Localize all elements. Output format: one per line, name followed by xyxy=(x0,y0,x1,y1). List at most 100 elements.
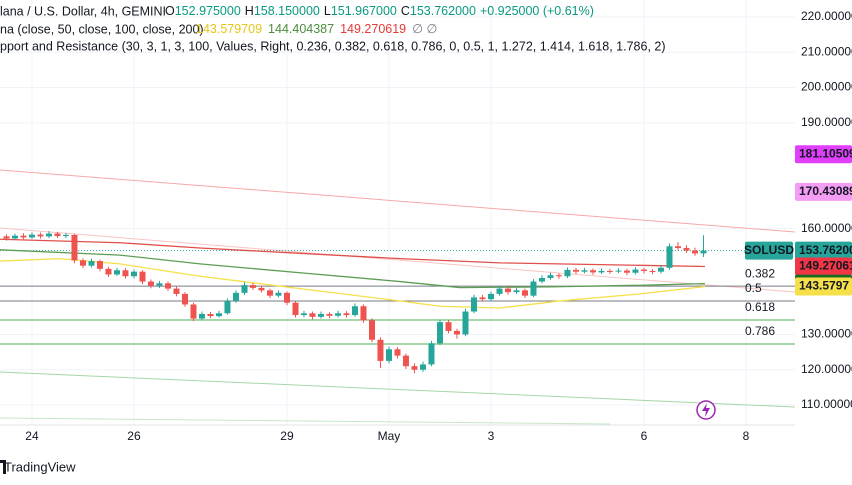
candle-body xyxy=(368,320,375,340)
candle-body xyxy=(113,270,120,275)
candle-body xyxy=(573,269,580,272)
candle-body xyxy=(164,283,171,289)
channel-line xyxy=(0,417,611,425)
candle-body xyxy=(530,281,537,296)
price-tag xyxy=(795,277,852,296)
price-tag-label: 170.43089 xyxy=(799,184,852,198)
y-tick-label: 200.00000 xyxy=(801,80,852,94)
candle-body xyxy=(411,366,418,370)
x-tick-label: 8 xyxy=(743,429,750,443)
ohlc-key: L xyxy=(324,4,331,18)
candle-body xyxy=(564,269,571,277)
candle-body xyxy=(45,233,52,237)
candle-body xyxy=(326,313,333,316)
ohlc-value: 158.150000 xyxy=(254,4,320,18)
change: +0.925000 (+0.61%) xyxy=(480,4,594,18)
candle-body xyxy=(317,313,324,317)
ohlc-key: C xyxy=(401,4,410,18)
symbol: lana / U.S. Dollar, 4h, GEMINI xyxy=(0,4,166,18)
candle-body xyxy=(54,233,61,237)
candle-body xyxy=(130,271,137,277)
candle-body xyxy=(436,322,443,344)
price-tag-label: 181.10509 xyxy=(799,146,852,160)
candle-body xyxy=(37,234,44,237)
price-tag-label: 143.5797 xyxy=(799,279,849,293)
candle-body xyxy=(428,343,435,365)
candle-body xyxy=(666,246,673,268)
candle-body xyxy=(139,271,146,282)
candle-body xyxy=(479,297,486,300)
candle-body xyxy=(445,322,452,331)
channels xyxy=(0,169,795,425)
candle-body xyxy=(420,364,427,370)
candle-body xyxy=(683,248,690,251)
candle-body xyxy=(96,261,103,269)
fib-label: 0.618 xyxy=(745,300,775,314)
candle-body xyxy=(504,288,511,293)
y-tick-label: 120.00000 xyxy=(801,362,852,376)
ma-line xyxy=(0,249,706,289)
candle-body xyxy=(487,293,494,300)
candle-body xyxy=(632,269,639,273)
ohlc-value: 152.975000 xyxy=(175,4,241,18)
ohlc-value: 151.967000 xyxy=(331,4,397,18)
ohlc-key: H xyxy=(245,4,254,18)
grid xyxy=(0,0,795,425)
channel-line xyxy=(0,227,795,293)
candle-body xyxy=(538,278,545,282)
logo xyxy=(0,460,6,474)
y-tick-label: 130.00000 xyxy=(801,327,852,341)
price-tag xyxy=(795,182,852,201)
candle-body xyxy=(462,311,469,335)
candle-body xyxy=(249,285,256,288)
fib-label: 0.786 xyxy=(745,324,775,338)
candle-body xyxy=(343,313,350,316)
candle-body xyxy=(207,313,214,317)
candle-body xyxy=(598,270,605,273)
price-tag-label: 153.76200 xyxy=(799,243,852,257)
candle-body xyxy=(385,349,392,361)
candle-body xyxy=(649,270,656,272)
ma-value: 143.579709 xyxy=(196,22,262,36)
x-tick-label: 6 xyxy=(641,429,648,443)
candle-body xyxy=(351,306,358,316)
y-tick-label: 110.00000 xyxy=(801,397,852,411)
candle-body xyxy=(522,290,529,296)
candle-body xyxy=(198,313,205,319)
ma-extra: ∅ ∅ xyxy=(412,22,437,36)
y-tick-label: 190.00000 xyxy=(801,115,852,129)
ma-values: 143.579709 144.404387 149.270619 ∅ ∅ xyxy=(196,22,438,36)
candle-body xyxy=(71,234,78,261)
candle-body xyxy=(215,313,222,317)
candle-body xyxy=(190,304,197,319)
price-axis-bg xyxy=(795,0,852,445)
candle-body xyxy=(309,313,316,317)
candle-body xyxy=(624,270,631,273)
candle-body xyxy=(241,285,248,293)
candle-body xyxy=(589,270,596,273)
ma-value: 144.404387 xyxy=(268,22,334,36)
candle-body xyxy=(224,300,231,314)
price-tag xyxy=(795,145,852,164)
candle-body xyxy=(11,235,18,239)
candle-body xyxy=(581,270,588,272)
candles xyxy=(3,231,707,374)
candle-body xyxy=(513,290,520,293)
y-tick-label: 220.00000 xyxy=(801,9,852,23)
price-tag xyxy=(795,257,852,276)
candle-body xyxy=(79,260,86,266)
candle-body xyxy=(28,234,35,238)
brand: TradingView xyxy=(4,459,76,474)
y-tick-label: 160.00000 xyxy=(801,221,852,235)
candle-body xyxy=(300,313,307,316)
candle-body xyxy=(3,236,10,239)
x-tick-label: May xyxy=(378,429,401,443)
candle-body xyxy=(360,306,367,321)
candle-body xyxy=(606,270,613,272)
header: lana / U.S. Dollar, 4h, GEMINI O152.9750… xyxy=(0,4,666,53)
candle-body xyxy=(496,288,503,294)
candle-body xyxy=(394,349,401,356)
x-tick-label: 3 xyxy=(488,429,495,443)
channel-line xyxy=(0,371,795,408)
